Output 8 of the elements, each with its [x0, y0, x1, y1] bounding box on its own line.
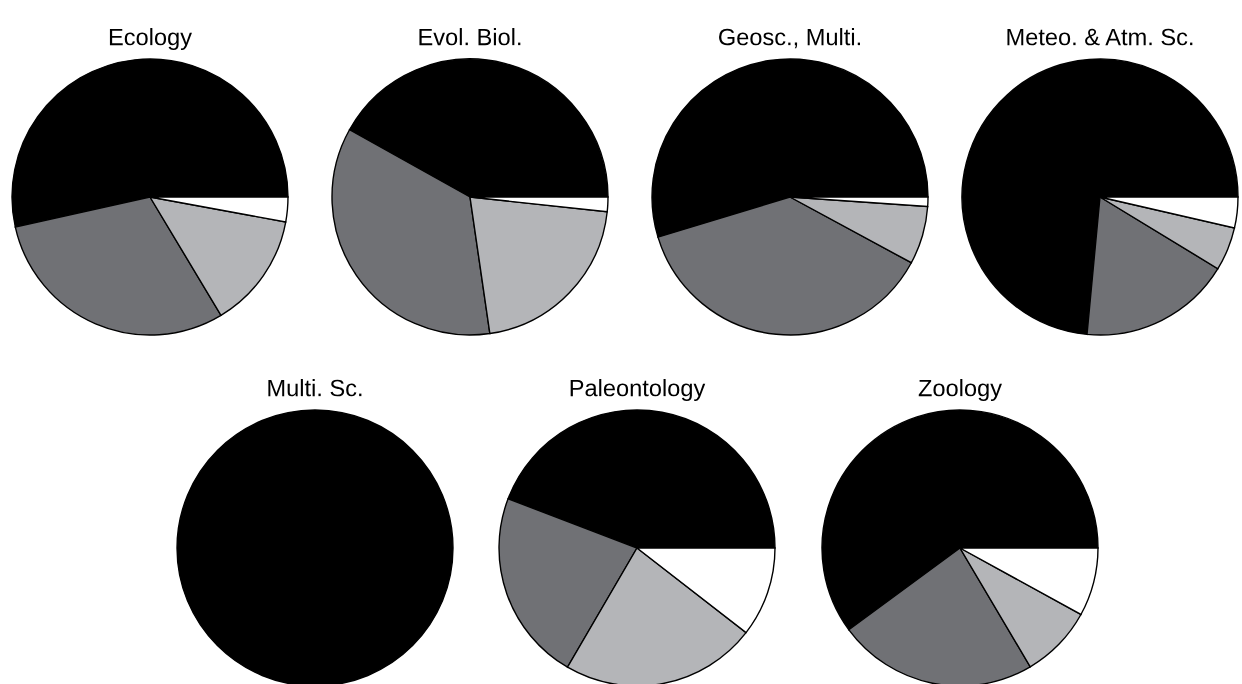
- chart-title: Multi. Sc.: [268, 379, 362, 397]
- chart-title: Meteo. & Atm. Sc.: [1007, 28, 1193, 46]
- chart-title: Zoology: [918, 379, 1002, 402]
- chart-title: Evol. Biol.: [419, 28, 521, 46]
- chart-title: Paleontology: [570, 379, 706, 402]
- chart-title: Ecology: [109, 28, 192, 51]
- pie-slice: [961, 58, 1239, 336]
- chart-title: Geosc., Multi.: [719, 28, 861, 49]
